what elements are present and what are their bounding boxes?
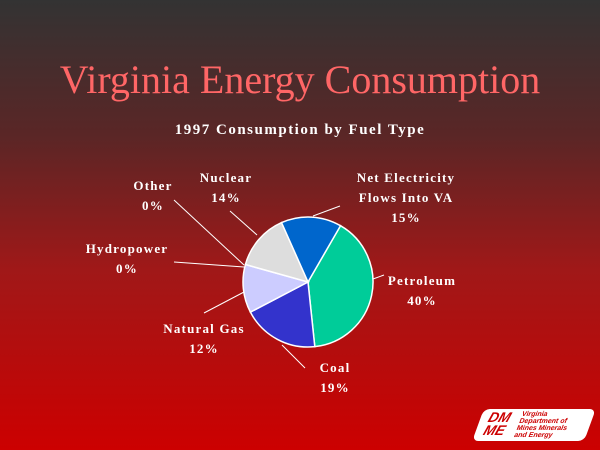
pie-slice-net-electricity-flows-into-va <box>280 216 342 284</box>
pie-slice-nuclear <box>244 221 310 284</box>
pie-slice-coal <box>249 280 316 348</box>
slice-percent-net-electricity-flows-into-va: 15% <box>391 210 421 225</box>
slice-percent-coal: 19% <box>320 380 350 395</box>
slice-label-coal: Coal <box>320 360 351 375</box>
leader-line-net-electricity-flows-into-va <box>312 205 341 217</box>
slice-percent-nuclear: 14% <box>211 190 241 205</box>
leader-line-other <box>173 199 245 266</box>
pie-slice-petroleum <box>307 224 374 348</box>
logo-text: Virginia Department of Mines Minerals and E… <box>512 411 569 439</box>
slice-label-nuclear: Nuclear <box>200 170 252 185</box>
leader-line-hydropower <box>173 261 245 268</box>
slide-title: Virginia Energy Consumption <box>59 57 541 102</box>
slice-label-petroleum: Petroleum <box>388 273 456 288</box>
leader-line-natural-gas <box>203 291 245 314</box>
dmme-logo: DM ME Virginia Department of Mines Minerals… <box>472 409 596 441</box>
leader-line-coal <box>281 344 306 369</box>
slice-label-natural-gas: Natural Gas <box>163 321 244 336</box>
leader-line-petroleum <box>372 274 385 280</box>
slice-percent-hydropower: 0% <box>116 261 138 276</box>
leader-line-nuclear <box>229 210 258 236</box>
slice-percent-petroleum: 40% <box>407 293 437 308</box>
chart-title: 1997 Consumption by Fuel Type <box>174 122 426 138</box>
slice-percent-other: 0% <box>142 198 164 213</box>
slice-percent-natural-gas: 12% <box>189 341 219 356</box>
logo-mark: DM ME <box>481 409 514 438</box>
slice-label-net-electricity-flows-into-va: Flows Into VA <box>359 190 454 205</box>
slice-label-other: Other <box>133 178 172 193</box>
slice-label-hydropower: Hydropower <box>86 241 169 256</box>
slice-label-net-electricity-flows-into-va: Net Electricity <box>357 170 455 185</box>
